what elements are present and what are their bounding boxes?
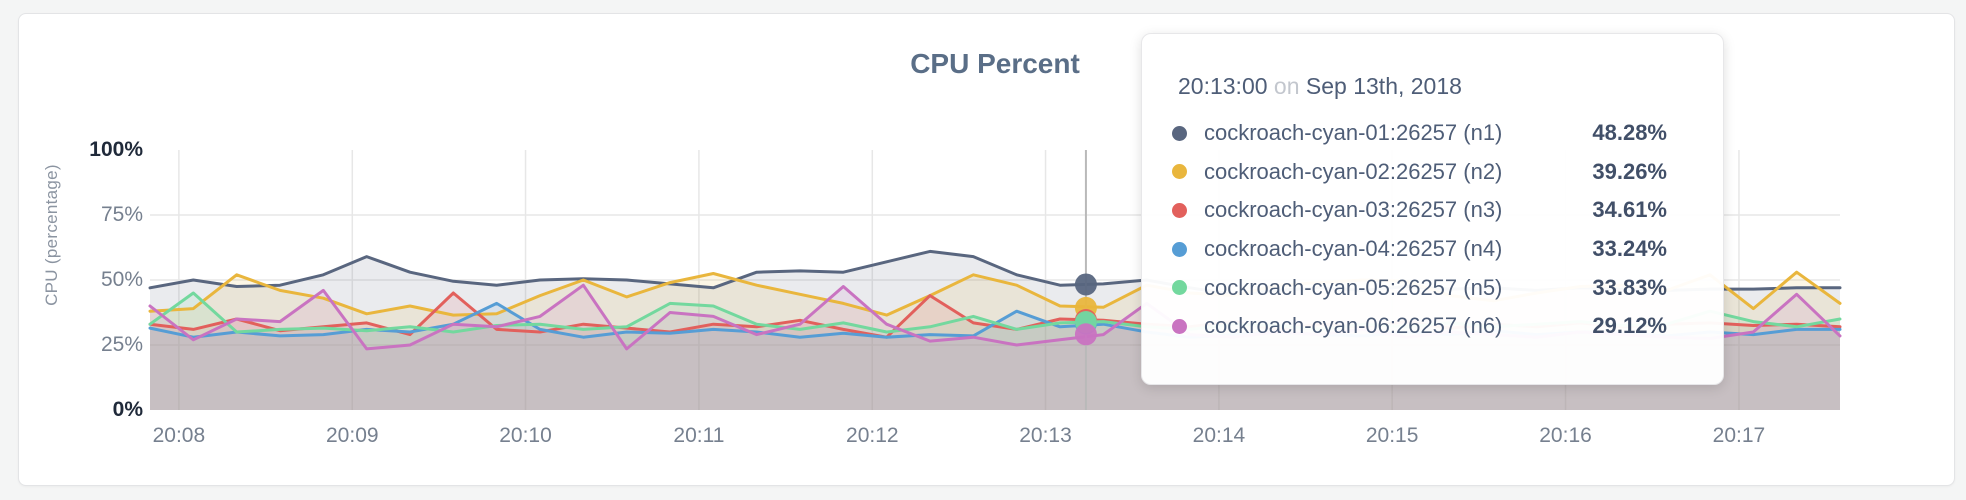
x-tick-label: 20:13 (1019, 424, 1072, 447)
series-color-dot (1172, 318, 1187, 334)
tooltip-time: 20:13:00 (1178, 73, 1268, 99)
y-tick-label: 0% (112, 398, 143, 421)
tooltip-row: cockroach-cyan-01:26257 (n1) 48.28% (1172, 114, 1667, 153)
tooltip-row: cockroach-cyan-04:26257 (n4) 33.24% (1172, 230, 1667, 269)
tooltip-row: cockroach-cyan-03:26257 (n3) 34.61% (1172, 191, 1667, 230)
tooltip-date: Sep 13th, 2018 (1305, 73, 1462, 99)
series-name: cockroach-cyan-01:26257 (n1) (1204, 120, 1503, 146)
x-tick-label: 20:08 (152, 424, 206, 447)
chart-title: CPU Percent (910, 48, 1080, 79)
y-tick-label: 100% (89, 138, 143, 161)
tooltip-rows: cockroach-cyan-01:26257 (n1) 48.28% cockro… (1172, 114, 1667, 346)
series-name: cockroach-cyan-04:26257 (n4) (1204, 236, 1503, 262)
series-color-dot (1172, 241, 1187, 257)
x-tick-label: 20:11 (673, 424, 725, 447)
series-color-dot (1172, 202, 1187, 218)
series-name: cockroach-cyan-06:26257 (n6) (1204, 313, 1503, 339)
tooltip-row: cockroach-cyan-06:26257 (n6) 29.12% (1172, 307, 1667, 346)
x-tick-label: 20:09 (326, 424, 379, 447)
series-value: 39.26% (1592, 158, 1667, 184)
tooltip-row: cockroach-cyan-05:26257 (n5) 33.83% (1172, 268, 1667, 307)
tooltip-header: 20:13:00 on Sep 13th, 2018 (1178, 70, 1667, 102)
series-value: 29.12% (1592, 313, 1667, 339)
series-color-dot (1172, 280, 1187, 296)
series-value: 34.61% (1592, 197, 1667, 223)
series-name: cockroach-cyan-03:26257 (n3) (1204, 197, 1503, 223)
x-tick-label: 20:17 (1712, 424, 1766, 447)
series-color-dot (1172, 125, 1187, 141)
series-color-dot (1172, 164, 1187, 180)
series-name: cockroach-cyan-02:26257 (n2) (1204, 158, 1503, 184)
series-value: 33.24% (1592, 236, 1667, 262)
y-tick-label: 25% (100, 333, 143, 356)
series-value: 48.28% (1592, 120, 1667, 146)
y-tick-label: 50% (100, 268, 143, 291)
x-tick-label: 20:14 (1192, 424, 1246, 447)
tooltip-on-word: on (1273, 73, 1300, 99)
series-name: cockroach-cyan-05:26257 (n5) (1204, 274, 1503, 300)
series-value: 33.83% (1592, 274, 1667, 300)
x-tick-label: 20:16 (1539, 424, 1592, 447)
tooltip-row: cockroach-cyan-02:26257 (n2) 39.26% (1172, 153, 1667, 192)
y-tick-label: 75% (100, 203, 143, 226)
x-tick-label: 20:15 (1365, 424, 1419, 447)
x-tick-label: 20:10 (499, 424, 552, 447)
hover-point (1074, 323, 1097, 346)
x-tick-label: 20:12 (846, 424, 899, 447)
hover-point (1074, 273, 1097, 296)
hover-tooltip: 20:13:00 on Sep 13th, 2018 cockroach-cya… (1141, 33, 1724, 385)
